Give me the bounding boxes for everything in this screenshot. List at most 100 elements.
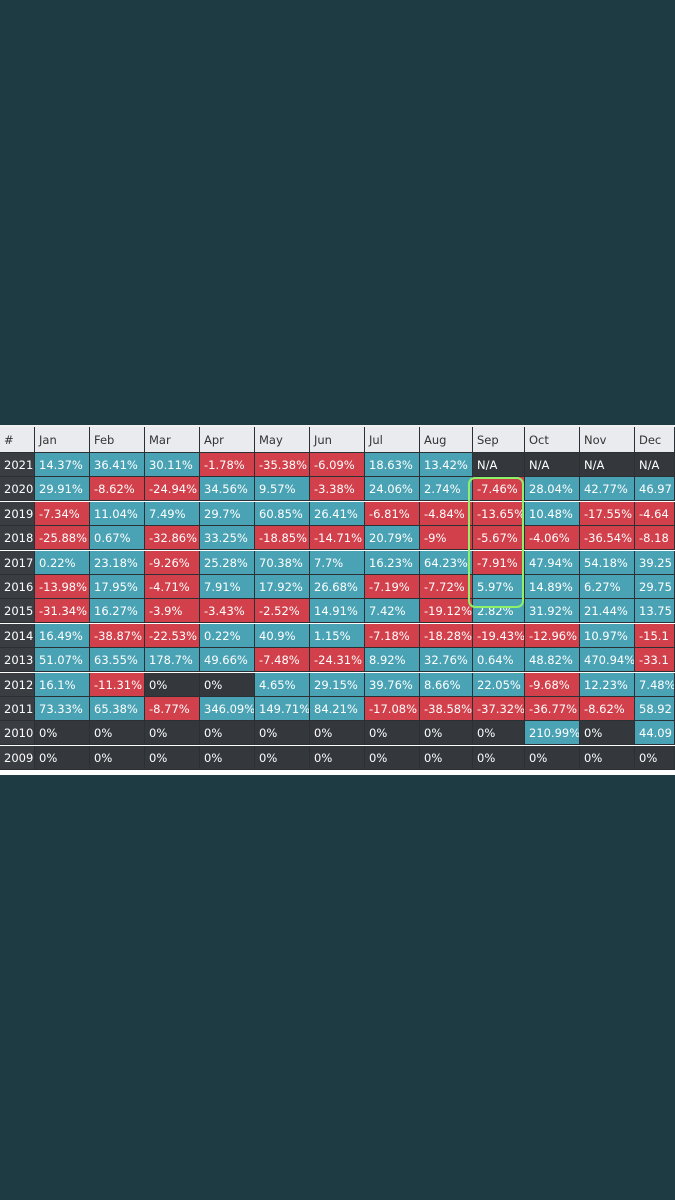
cell-2015-oct: 31.92% bbox=[525, 599, 580, 624]
cell-2009-apr: 0% bbox=[200, 745, 255, 770]
cell-2009-jun: 0% bbox=[310, 745, 365, 770]
cell-2013-jul: 8.92% bbox=[365, 648, 420, 673]
cell-2016-mar: -4.71% bbox=[145, 575, 200, 599]
cell-2017-jan: 0.22% bbox=[35, 550, 90, 575]
cell-2019-oct: 10.48% bbox=[525, 501, 580, 526]
cell-2013-oct: 48.82% bbox=[525, 648, 580, 673]
cell-2009-dec: 0% bbox=[635, 745, 675, 770]
cell-2015-mar: -3.9% bbox=[145, 599, 200, 624]
returns-table-screenshot: # Jan Feb Mar Apr May Jun Jul Aug Sep Oct Nov Dec 202… bbox=[0, 425, 675, 775]
cell-2011-oct: -36.77% bbox=[525, 697, 580, 721]
cell-2009-nov: 0% bbox=[580, 745, 635, 770]
row-year-2016: 2016 bbox=[0, 575, 35, 599]
row-year-2013: 2013 bbox=[0, 648, 35, 673]
column-header-feb: Feb bbox=[90, 427, 145, 453]
cell-2011-aug: -38.58% bbox=[420, 697, 473, 721]
cell-2012-feb: -11.31% bbox=[90, 672, 145, 697]
cell-2017-dec: 39.25 bbox=[635, 550, 675, 575]
column-header-jul: Jul bbox=[365, 427, 420, 453]
cell-2016-jun: 26.68% bbox=[310, 575, 365, 599]
cell-2010-apr: 0% bbox=[200, 721, 255, 746]
cell-2016-feb: 17.95% bbox=[90, 575, 145, 599]
cell-2014-may: 40.9% bbox=[255, 623, 310, 648]
cell-2019-nov: -17.55% bbox=[580, 501, 635, 526]
cell-2020-jan: 29.91% bbox=[35, 477, 90, 502]
cell-2020-jun: -3.38% bbox=[310, 477, 365, 502]
cell-2010-jun: 0% bbox=[310, 721, 365, 746]
cell-2009-mar: 0% bbox=[145, 745, 200, 770]
cell-2018-sep: -5.67% bbox=[473, 526, 525, 551]
cell-2009-aug: 0% bbox=[420, 745, 473, 770]
cell-2010-dec: 44.09 bbox=[635, 721, 675, 746]
cell-2012-jan: 16.1% bbox=[35, 672, 90, 697]
cell-2018-jul: 20.79% bbox=[365, 526, 420, 551]
column-header-dec: Dec bbox=[635, 427, 675, 453]
row-year-2010: 2010 bbox=[0, 721, 35, 746]
column-header-mar: Mar bbox=[145, 427, 200, 453]
cell-2017-sep: -7.91% bbox=[473, 550, 525, 575]
cell-2010-sep: 0% bbox=[473, 721, 525, 746]
cell-2017-oct: 47.94% bbox=[525, 550, 580, 575]
cell-2011-dec: 58.92 bbox=[635, 697, 675, 721]
cell-2018-feb: 0.67% bbox=[90, 526, 145, 551]
row-year-2012: 2012 bbox=[0, 672, 35, 697]
column-header-may: May bbox=[255, 427, 310, 453]
cell-2019-jan: -7.34% bbox=[35, 501, 90, 526]
row-year-2015: 2015 bbox=[0, 599, 35, 624]
cell-2021-may: -35.38% bbox=[255, 453, 310, 477]
cell-2018-nov: -36.54% bbox=[580, 526, 635, 551]
cell-2021-feb: 36.41% bbox=[90, 453, 145, 477]
cell-2014-oct: -12.96% bbox=[525, 623, 580, 648]
cell-2016-nov: 6.27% bbox=[580, 575, 635, 599]
column-header-nov: Nov bbox=[580, 427, 635, 453]
cell-2014-aug: -18.28% bbox=[420, 623, 473, 648]
cell-2011-apr: 346.09% bbox=[200, 697, 255, 721]
cell-2014-jan: 16.49% bbox=[35, 623, 90, 648]
cell-2017-aug: 64.23% bbox=[420, 550, 473, 575]
cell-2021-aug: 13.42% bbox=[420, 453, 473, 477]
cell-2017-feb: 23.18% bbox=[90, 550, 145, 575]
cell-2014-sep: -19.43% bbox=[473, 623, 525, 648]
cell-2014-mar: -22.53% bbox=[145, 623, 200, 648]
cell-2019-feb: 11.04% bbox=[90, 501, 145, 526]
row-year-2011: 2011 bbox=[0, 697, 35, 721]
cell-2014-apr: 0.22% bbox=[200, 623, 255, 648]
row-year-2021: 2021 bbox=[0, 453, 35, 477]
row-year-2020: 2020 bbox=[0, 477, 35, 502]
column-header-apr: Apr bbox=[200, 427, 255, 453]
cell-2013-dec: -33.1 bbox=[635, 648, 675, 673]
cell-2016-aug: -7.72% bbox=[420, 575, 473, 599]
cell-2021-jul: 18.63% bbox=[365, 453, 420, 477]
cell-2020-jul: 24.06% bbox=[365, 477, 420, 502]
cell-2015-sep: 2.82% bbox=[473, 599, 525, 624]
cell-2018-jan: -25.88% bbox=[35, 526, 90, 551]
cell-2015-jul: 7.42% bbox=[365, 599, 420, 624]
cell-2011-jun: 84.21% bbox=[310, 697, 365, 721]
cell-2016-jan: -13.98% bbox=[35, 575, 90, 599]
cell-2021-mar: 30.11% bbox=[145, 453, 200, 477]
cell-2019-mar: 7.49% bbox=[145, 501, 200, 526]
cell-2021-apr: -1.78% bbox=[200, 453, 255, 477]
cell-2021-oct: N/A bbox=[525, 453, 580, 477]
cell-2015-jan: -31.34% bbox=[35, 599, 90, 624]
cell-2021-jun: -6.09% bbox=[310, 453, 365, 477]
cell-2012-nov: 12.23% bbox=[580, 672, 635, 697]
cell-2018-may: -18.85% bbox=[255, 526, 310, 551]
cell-2013-sep: 0.64% bbox=[473, 648, 525, 673]
cell-2021-jan: 14.37% bbox=[35, 453, 90, 477]
cell-2021-sep: N/A bbox=[473, 453, 525, 477]
cell-2011-jul: -17.08% bbox=[365, 697, 420, 721]
cell-2012-sep: 22.05% bbox=[473, 672, 525, 697]
cell-2017-may: 70.38% bbox=[255, 550, 310, 575]
cell-2020-aug: 2.74% bbox=[420, 477, 473, 502]
cell-2010-oct: 210.99% bbox=[525, 721, 580, 746]
cell-2012-aug: 8.66% bbox=[420, 672, 473, 697]
cell-2014-jun: 1.15% bbox=[310, 623, 365, 648]
row-year-2017: 2017 bbox=[0, 550, 35, 575]
cell-2010-jul: 0% bbox=[365, 721, 420, 746]
cell-2019-apr: 29.7% bbox=[200, 501, 255, 526]
cell-2021-nov: N/A bbox=[580, 453, 635, 477]
cell-2016-dec: 29.75 bbox=[635, 575, 675, 599]
cell-2010-aug: 0% bbox=[420, 721, 473, 746]
cell-2009-jan: 0% bbox=[35, 745, 90, 770]
